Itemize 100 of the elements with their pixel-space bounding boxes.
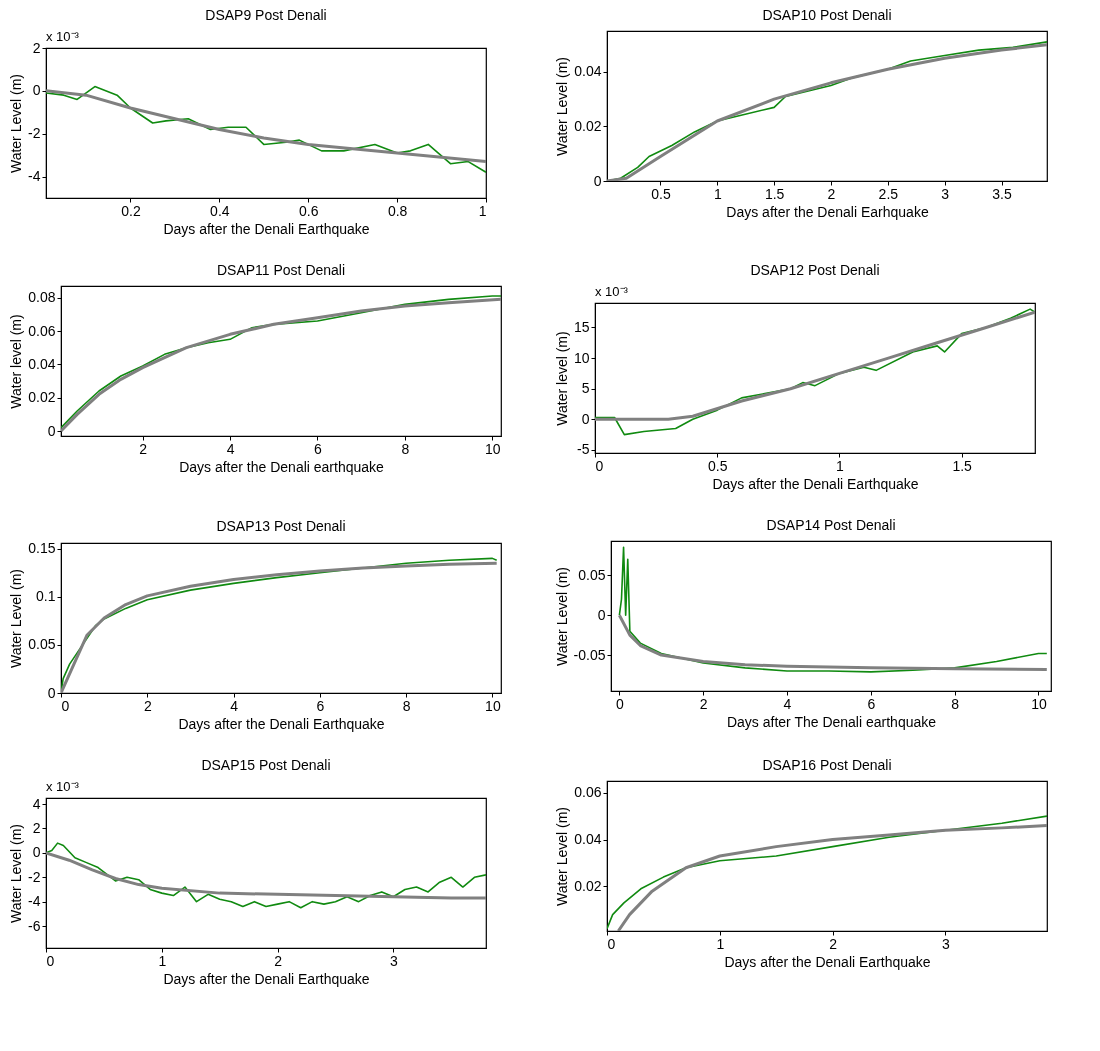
y-axis-title: Water Level (m) xyxy=(8,823,25,924)
x-tick-label: 2 xyxy=(139,440,148,457)
y-tick-label: 0 xyxy=(47,422,56,439)
y-axis-title: Water Level (m) xyxy=(8,568,25,669)
line-series xyxy=(46,85,486,174)
chart-title: DSAP9 Post Denali xyxy=(205,7,327,23)
x-tick-label: 0 xyxy=(615,695,624,712)
x-axis-title: Days after the Denali earthquake xyxy=(179,458,385,475)
y-tick-label: 0.02 xyxy=(574,117,602,134)
x-tick-label: 8 xyxy=(402,697,411,714)
text: x 10⁻³ xyxy=(595,284,629,299)
x-axis-title: Days after the Denali Earthquake xyxy=(712,475,919,492)
chart-title: DSAP13 Post Denali xyxy=(216,517,346,534)
x-tick-label: 0.2 xyxy=(121,202,141,219)
x-tick-label: 1 xyxy=(713,185,722,202)
x-tick-label: 1 xyxy=(716,935,725,952)
x-tick-label: 4 xyxy=(230,697,239,714)
x-tick-label: 0.5 xyxy=(707,457,728,474)
x-axis-title: Days after the Denali Earhquake xyxy=(726,203,929,220)
line-series xyxy=(618,546,1048,673)
y-tick-label: 0.15 xyxy=(28,540,56,557)
x-axis-title: Days after the Denali Earthquake xyxy=(178,715,385,732)
y-axis-title: Water Level (m) xyxy=(8,73,25,174)
chart-title: DSAP10 Post Denali xyxy=(762,7,892,23)
x-tick-label: 4 xyxy=(783,695,792,712)
y-tick-label: 2 xyxy=(32,819,41,836)
line-series xyxy=(46,851,486,900)
chart-title: DSAP14 Post Denali xyxy=(766,517,896,533)
x-tick-label: 1 xyxy=(478,202,487,219)
x-tick-label: 2 xyxy=(827,185,836,202)
y-tick-label: 5 xyxy=(581,380,590,397)
x-tick-label: 10 xyxy=(1031,695,1047,712)
text: x 10⁻³ xyxy=(46,29,80,44)
x-tick-label: 2 xyxy=(274,952,283,969)
x-tick-label: 8 xyxy=(951,695,960,712)
y-tick-label: -5 xyxy=(577,441,590,458)
y-tick-label: -2 xyxy=(28,125,41,142)
x-tick-label: 3 xyxy=(941,185,950,202)
x-tick-label: 3 xyxy=(389,952,398,969)
x-tick-label: 8 xyxy=(401,440,410,457)
y-tick-label: 0.02 xyxy=(574,877,602,894)
chart-title: DSAP11 Post Denali xyxy=(216,262,346,278)
x-tick-label: 6 xyxy=(314,440,323,457)
y-tick-label: 0.1 xyxy=(36,588,56,605)
x-tick-label: 0.8 xyxy=(387,202,408,219)
y-axis-title: Water level (m) xyxy=(8,314,25,409)
y-tick-label: 0.05 xyxy=(578,566,606,583)
x-tick-label: 2 xyxy=(829,935,838,952)
line-series xyxy=(46,89,486,164)
y-tick-label: -4 xyxy=(28,893,41,910)
y-tick-label: 0.05 xyxy=(28,636,56,653)
x-tick-label: 2 xyxy=(699,695,708,712)
x-tick-label: 3 xyxy=(942,935,951,952)
x-tick-label: 10 xyxy=(485,697,501,714)
y-tick-label: -0.05 xyxy=(573,646,606,663)
x-axis-title: Days after the Denali Earthquake xyxy=(724,953,931,970)
x-tick-label: 2.5 xyxy=(878,185,899,202)
y-tick-label: 0.06 xyxy=(574,784,602,801)
x-axis-title: Days after the Denali Earthquake xyxy=(163,970,370,987)
x-tick-label: 0.4 xyxy=(210,202,230,219)
y-axis-title: Water Level (m) xyxy=(554,56,571,157)
y-tick-label: 0 xyxy=(581,410,590,427)
y-tick-label: 15 xyxy=(573,318,590,335)
y-tick-label: 0 xyxy=(32,844,41,861)
x-tick-label: 2 xyxy=(143,697,152,714)
y-tick-label: 0.02 xyxy=(28,389,56,406)
x-tick-label: 1 xyxy=(836,457,845,474)
chart-title: DSAP12 Post Denali xyxy=(750,262,880,278)
x-tick-label: 6 xyxy=(316,697,325,714)
y-tick-label: 0.04 xyxy=(574,831,602,848)
y-tick-label: 2 xyxy=(32,39,41,56)
y-tick-label: -2 xyxy=(28,868,41,885)
chart-title: DSAP16 Post Denali xyxy=(762,757,892,773)
x-tick-label: 0 xyxy=(61,697,70,714)
y-axis-title: Water Level (m) xyxy=(553,566,570,667)
line-series xyxy=(46,842,486,909)
y-tick-label: 0.04 xyxy=(28,355,56,372)
x-axis-title: Days after The Denali earthquake xyxy=(726,713,937,730)
x-tick-label: 0.6 xyxy=(298,202,319,219)
y-tick-label: 0.08 xyxy=(28,289,56,306)
y-tick-label: 0 xyxy=(593,172,602,189)
x-tick-label: 4 xyxy=(226,440,235,457)
y-tick-label: 10 xyxy=(573,349,590,366)
y-tick-label: 0 xyxy=(47,684,56,701)
x-tick-label: 1 xyxy=(158,952,167,969)
line-series xyxy=(617,613,1049,671)
y-tick-label: 0 xyxy=(597,606,606,623)
y-tick-label: 0 xyxy=(32,82,41,99)
y-tick-label: 4 xyxy=(32,795,41,812)
chart-title: DSAP15 Post Denali xyxy=(201,757,331,773)
x-axis-title: Days after the Denali Earthquake xyxy=(163,220,370,237)
x-tick-label: 1.5 xyxy=(952,457,973,474)
y-tick-label: -6 xyxy=(28,917,41,934)
y-axis-title: Water Level (m) xyxy=(554,806,571,907)
x-tick-label: 1.5 xyxy=(764,185,785,202)
text: x 10⁻³ xyxy=(46,779,80,794)
y-tick-label: 0.06 xyxy=(28,322,56,339)
y-axis-title: Water level (m) xyxy=(553,331,570,426)
y-tick-label: 0.04 xyxy=(574,63,602,80)
y-tick-label: -4 xyxy=(28,168,41,185)
